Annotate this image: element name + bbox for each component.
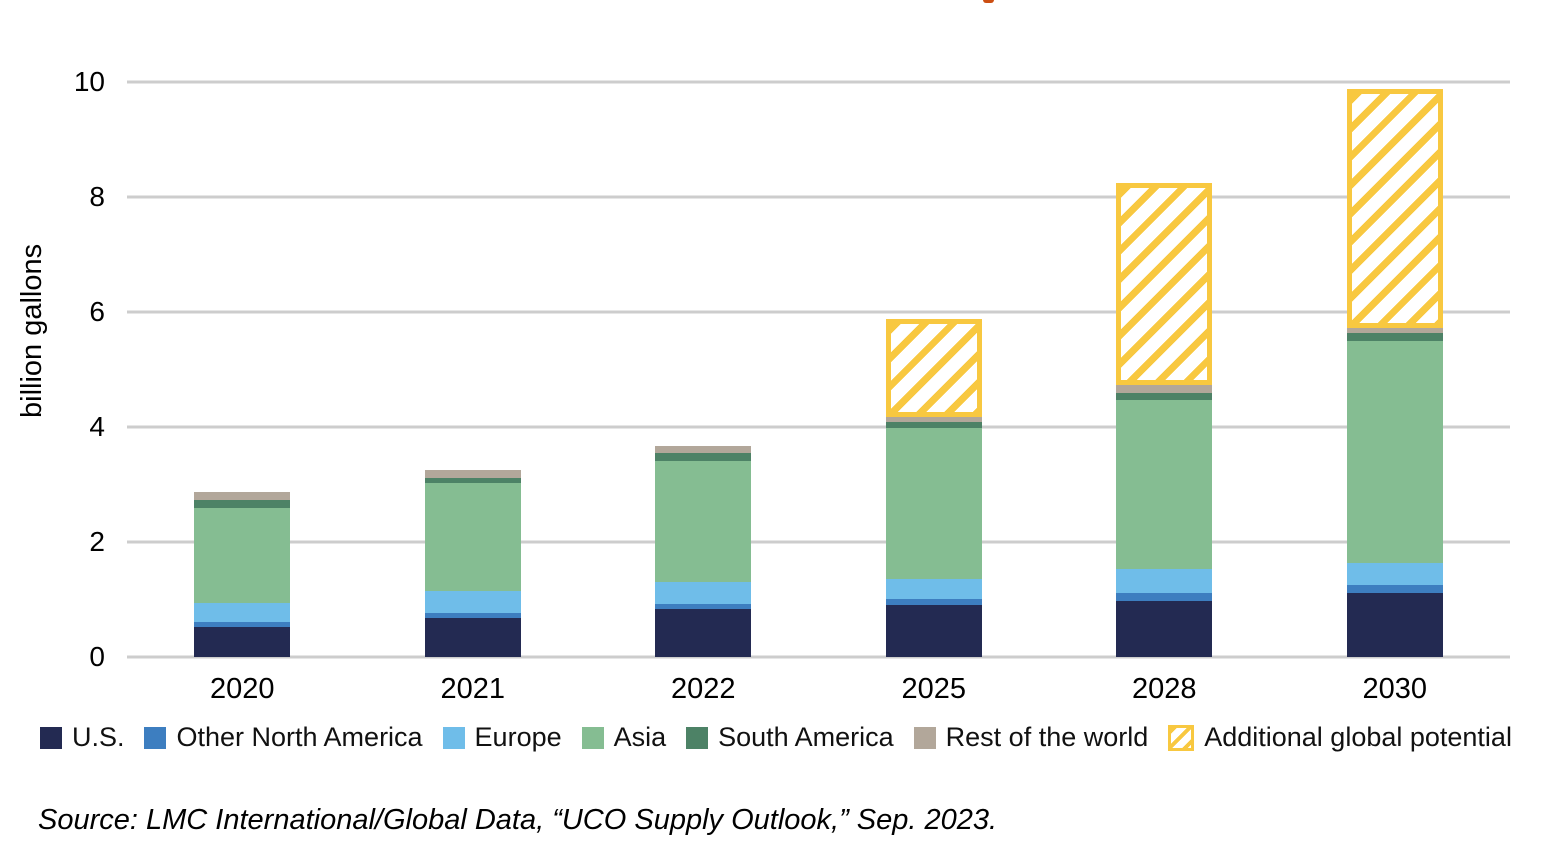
gridline: [127, 310, 1510, 314]
bar-segment-u-s: [194, 626, 291, 657]
y-axis-tick-label: 6: [89, 296, 105, 327]
plot-area: 0 2 4 6 8 10 2020 2021 2022 2025 2028 2030: [74, 68, 1511, 705]
bar-segment-asia: [194, 507, 291, 603]
legend-item-south-america: South America: [686, 722, 894, 753]
legend-label: Europe: [474, 722, 562, 752]
bar-segment-south-america: [1346, 333, 1443, 341]
bar-segment-additional-global-potential: [885, 318, 982, 418]
bar-segment-rest-of-the-world: [424, 469, 521, 478]
legend-label: South America: [718, 722, 894, 752]
bar-slot: 2021: [358, 82, 589, 705]
legend-swatch-south-america: [686, 726, 709, 749]
legend-label: Other North America: [176, 722, 423, 752]
bar-segment-asia: [1346, 340, 1443, 564]
y-axis-tick-label: 4: [89, 411, 105, 442]
gridline: [127, 80, 1510, 84]
legend-swatch-asia: [581, 726, 604, 749]
stacked-bar-2025: [885, 82, 982, 657]
y-axis-tick-label: 10: [73, 66, 105, 97]
bar-segment-rest-of-the-world: [655, 446, 752, 454]
bar-segment-rest-of-the-world: [885, 417, 982, 422]
bar-segment-u-s: [655, 609, 752, 657]
bar-segment-rest-of-the-world: [1346, 328, 1443, 334]
bar-segment-additional-global-potential: [1116, 182, 1213, 386]
stacked-bar-2021: [424, 82, 521, 657]
bar-segment-europe: [1116, 569, 1213, 594]
source-note: Source: LMC International/Global Data, “…: [38, 804, 998, 836]
stacked-bar-2028: [1116, 82, 1213, 657]
legend-swatch-europe: [442, 726, 465, 749]
bar-segment-south-america: [1116, 392, 1213, 400]
bar-segment-other-north-america: [424, 613, 521, 619]
legend-item-additional-global-potential: Additional global potential: [1168, 722, 1512, 753]
bar-segment-europe: [885, 578, 982, 599]
gridline: [127, 540, 1510, 544]
legend-swatch-other-north-america: [144, 726, 167, 749]
y-axis-title: billion gallons: [16, 243, 48, 418]
bar-segment-additional-global-potential: [1346, 88, 1443, 329]
bar-slot: 2022: [588, 82, 819, 705]
bar-segment-asia: [885, 427, 982, 579]
legend-label: Additional global potential: [1204, 722, 1512, 752]
gridline: [127, 655, 1510, 659]
legend-item-other-north-america: Other North America: [144, 722, 423, 753]
bar-segment-other-north-america: [655, 603, 752, 610]
stacked-bar-2020: [194, 82, 291, 657]
gridline: [127, 425, 1510, 429]
bar-slot: 2030: [1280, 82, 1511, 705]
y-axis-tick-label: 8: [89, 181, 105, 212]
x-axis-tick-label: 2028: [1131, 673, 1197, 705]
x-axis-tick-label: 2025: [901, 673, 966, 705]
bar-slot: 2028: [1049, 82, 1280, 705]
bar-segment-south-america: [194, 500, 291, 508]
bar-segment-europe: [424, 591, 521, 614]
bar-segment-u-s: [1116, 600, 1213, 657]
bar-segment-europe: [194, 602, 291, 622]
bar-segment-u-s: [424, 618, 521, 657]
bar-segment-europe: [655, 582, 752, 604]
gridline: [127, 195, 1510, 199]
legend-label: Asia: [613, 722, 667, 752]
bar-slot: 2020: [127, 82, 358, 705]
bar-segment-u-s: [885, 605, 982, 657]
bar-segment-other-north-america: [194, 621, 291, 627]
legend-label: U.S.: [72, 722, 125, 752]
bar-slot: 2025: [819, 82, 1050, 705]
bar-segment-asia: [424, 482, 521, 592]
legend-swatch-additional-global-potential: [1168, 724, 1195, 751]
legend-swatch-rest-of-the-world: [913, 726, 936, 749]
bar-segment-south-america: [885, 421, 982, 428]
x-axis-tick-label: 2022: [670, 673, 736, 705]
stacked-bar-2022: [655, 82, 752, 657]
cropped-title-fragment: [983, 0, 994, 3]
y-axis-tick-label: 2: [89, 526, 105, 557]
bar-segment-south-america: [424, 477, 521, 483]
legend-item-rest-of-the-world: Rest of the world: [913, 722, 1149, 753]
x-axis-tick-label: 2030: [1362, 673, 1427, 705]
x-axis-tick-label: 2021: [440, 673, 505, 705]
legend: U.S. Other North America Europe Asia South A…: [40, 722, 1512, 753]
bar-segment-other-north-america: [885, 598, 982, 606]
bar-segment-asia: [1116, 400, 1213, 570]
bar-segment-u-s: [1346, 593, 1443, 657]
bar-segment-south-america: [655, 453, 752, 461]
y-axis-tick-label: 0: [89, 641, 105, 672]
legend-item-asia: Asia: [581, 722, 667, 753]
legend-label: Rest of the world: [945, 722, 1149, 752]
legend-swatch-u-s: [40, 726, 62, 749]
x-axis-tick-label: 2020: [209, 673, 275, 705]
bar-segment-rest-of-the-world: [194, 492, 291, 501]
bar-segment-rest-of-the-world: [1116, 385, 1213, 393]
bar-segment-other-north-america: [1346, 585, 1443, 594]
bar-segment-asia: [655, 460, 752, 583]
stacked-bar-2030: [1346, 82, 1443, 657]
bar-segment-other-north-america: [1116, 593, 1213, 601]
legend-item-u-s: U.S.: [40, 722, 125, 753]
bar-segment-europe: [1346, 563, 1443, 586]
legend-item-europe: Europe: [442, 722, 562, 753]
